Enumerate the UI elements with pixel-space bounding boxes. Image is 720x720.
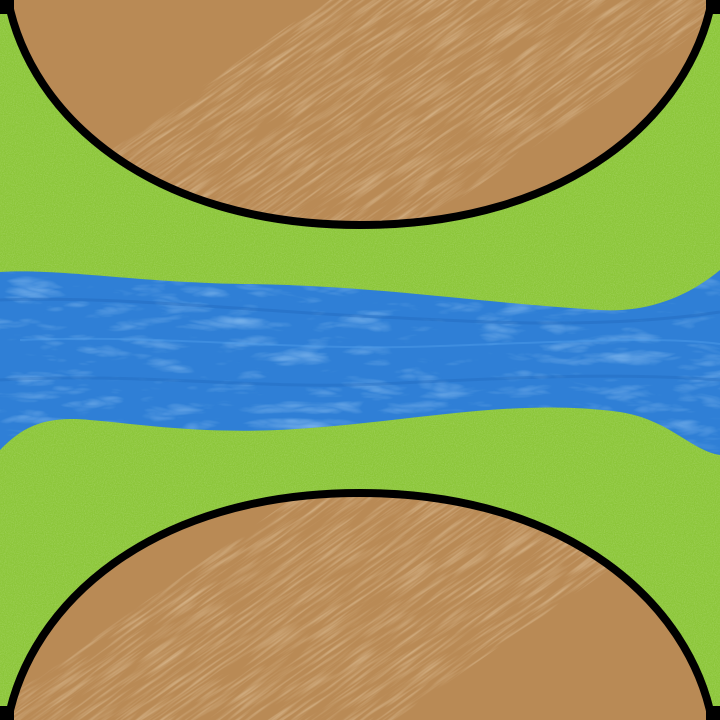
dirt-mound-bottom [0,488,720,720]
dirt-mound-top [0,0,720,230]
